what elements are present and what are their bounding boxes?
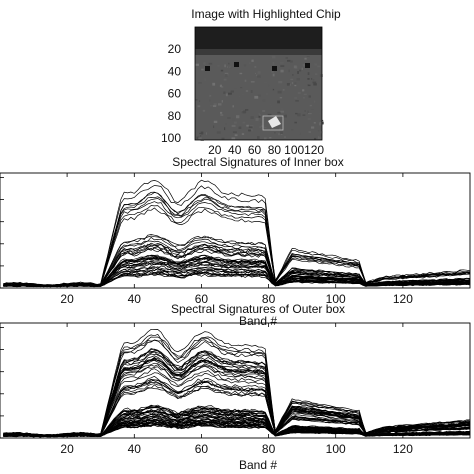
outer-chart-title: Spectral Signatures of Outer box: [171, 302, 345, 316]
image-y-tick-label: 80: [168, 109, 182, 123]
image-title: Image with Highlighted Chip: [191, 7, 341, 21]
spectral-signature-line: [3, 339, 471, 437]
x-tick-label: 120: [393, 442, 413, 456]
inner-chart-title: Spectral Signatures of Inner box: [172, 155, 343, 169]
outer-box-chart: Spectral Signatures of Outer box 20 40 60 8…: [0, 302, 471, 472]
spectral-signature-line: [3, 273, 471, 288]
image-y-tick-label: 40: [168, 64, 182, 78]
spectral-signature-line: [3, 205, 471, 286]
image-y-ticks: 20 40 60 80 100: [161, 42, 181, 145]
chip-image: [194, 26, 324, 141]
spectral-signature-line: [3, 359, 471, 437]
image-x-tick-label: 120: [304, 143, 324, 157]
image-y-tick-label: 20: [168, 42, 182, 56]
spectral-signature-line: [3, 413, 471, 438]
image-x-tick-label: 20: [208, 143, 222, 157]
spectral-signature-line: [3, 423, 471, 437]
image-panel: Image with Highlighted Chip 20406080100 …: [161, 7, 341, 157]
x-tick-label: 40: [128, 292, 142, 306]
image-x-ticks: 20 40 60 80 100 120: [208, 143, 324, 157]
image-y-tick-label: 100: [161, 131, 181, 145]
spectral-signature-line: [3, 259, 471, 287]
outer-x-axis-label: Band #: [239, 458, 277, 472]
image-x-tick-label: 60: [248, 143, 262, 157]
image-x-tick-label: 40: [228, 143, 242, 157]
x-tick-label: 80: [262, 442, 276, 456]
plot-frame: [0, 322, 471, 439]
spectral-signature-line: [3, 185, 471, 286]
x-tick-label: 100: [326, 292, 346, 306]
x-tick-label: 40: [128, 442, 142, 456]
image-x-tick-label: 80: [268, 143, 282, 157]
x-tick-label: 100: [326, 442, 346, 456]
x-tick-label: 80: [262, 292, 276, 306]
inner-box-chart: Spectral Signatures of Inner box 20 40 60 8…: [0, 155, 471, 328]
x-tick-label: 20: [60, 292, 74, 306]
spectral-signature-line: [3, 240, 471, 287]
outer-plot-area: 20 40 60 80 100 120: [0, 322, 471, 456]
image-y-tick-label: 60: [168, 87, 182, 101]
plot-frame: [0, 172, 471, 289]
spectral-signature-line: [3, 333, 471, 437]
spectral-signature-line: [3, 336, 470, 436]
x-tick-label: 60: [195, 292, 209, 306]
spectral-signature-line: [3, 201, 471, 286]
inner-plot-area: 20 40 60 80 100 120: [0, 172, 471, 306]
image-x-tick-label: 100: [284, 143, 304, 157]
spectral-signature-line: [3, 242, 470, 287]
inner-x-axis-label: Band #: [239, 314, 277, 328]
x-tick-label: 120: [393, 292, 413, 306]
x-tick-label: 60: [195, 442, 209, 456]
x-tick-label: 20: [60, 442, 74, 456]
